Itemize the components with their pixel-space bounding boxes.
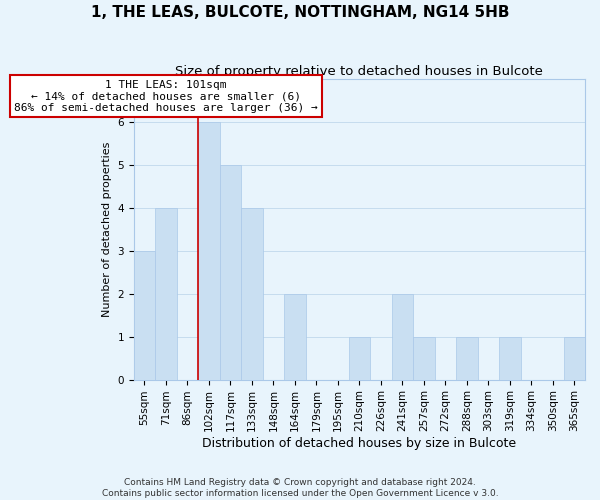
Bar [284,294,305,380]
Bar [220,165,241,380]
Bar [198,122,220,380]
Text: 1, THE LEAS, BULCOTE, NOTTINGHAM, NG14 5HB: 1, THE LEAS, BULCOTE, NOTTINGHAM, NG14 5… [91,5,509,20]
Bar [155,208,176,380]
Bar [413,336,434,380]
X-axis label: Distribution of detached houses by size in Bulcote: Distribution of detached houses by size … [202,437,517,450]
Text: Contains HM Land Registry data © Crown copyright and database right 2024.
Contai: Contains HM Land Registry data © Crown c… [101,478,499,498]
Bar [456,336,478,380]
Y-axis label: Number of detached properties: Number of detached properties [102,142,112,317]
Text: 1 THE LEAS: 101sqm
← 14% of detached houses are smaller (6)
86% of semi-detached: 1 THE LEAS: 101sqm ← 14% of detached hou… [14,80,318,113]
Bar [241,208,263,380]
Bar [499,336,521,380]
Bar [392,294,413,380]
Bar [563,336,585,380]
Bar [349,336,370,380]
Title: Size of property relative to detached houses in Bulcote: Size of property relative to detached ho… [175,65,543,78]
Bar [134,251,155,380]
